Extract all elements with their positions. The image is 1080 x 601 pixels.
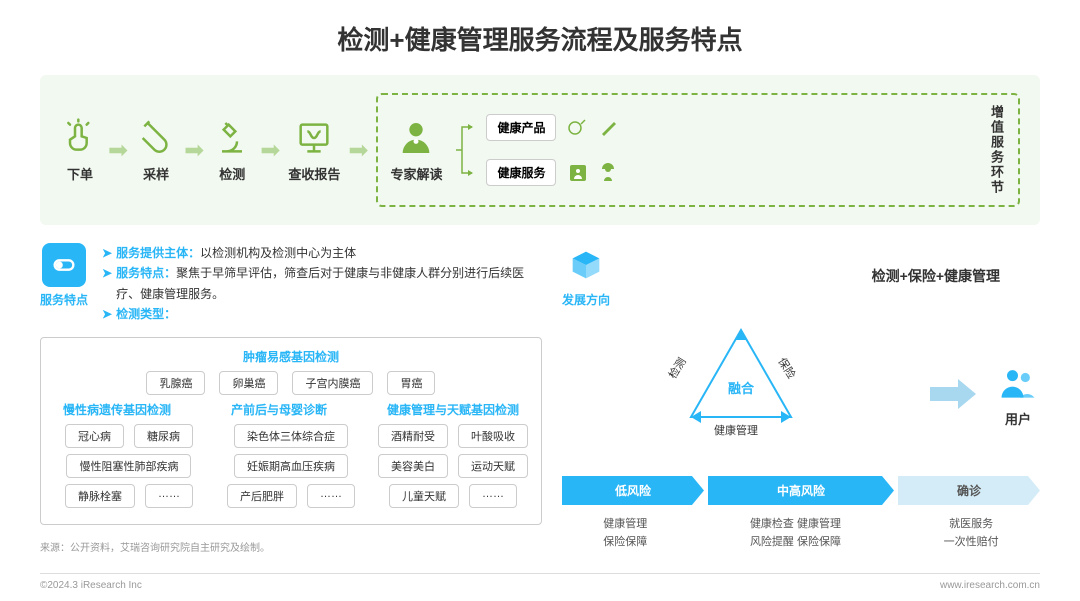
badge-label: 发展方向 <box>562 291 610 308</box>
cat-header: 慢性病遗传基因检测 <box>63 401 171 418</box>
user-box: 用户 <box>996 361 1040 428</box>
risk-desc: 健康管理保险保障 健康检查 健康管理风险提醒 保险保障 就医服务一次性赔付 <box>562 515 1040 549</box>
source-text: 来源：公开资料，艾瑞咨询研究院自主研究及绘制。 <box>40 539 542 554</box>
users-icon <box>996 361 1040 405</box>
risk-col: 就医服务一次性赔付 <box>944 515 999 549</box>
cube-icon <box>564 243 608 287</box>
step-sample: 采样 <box>136 118 176 183</box>
tag: 卵巢癌 <box>219 371 278 395</box>
step-label: 检测 <box>219 164 245 183</box>
user-label: 用户 <box>1005 409 1031 428</box>
tag: 产后肥胖 <box>227 484 297 508</box>
cat-header: 肿瘤易感基因检测 <box>53 348 529 365</box>
step-order: 下单 <box>60 118 100 183</box>
big-arrow-icon <box>930 379 976 409</box>
branches: 健康产品 健康服务 <box>486 114 975 186</box>
testtube-icon <box>136 118 176 158</box>
risk-arrows: 低风险 中高风险 确诊 <box>562 476 1040 505</box>
tag: 运动天赋 <box>458 454 528 478</box>
cat-header: 产前后与母婴诊断 <box>231 401 327 418</box>
toggle-icon <box>42 243 86 287</box>
tri-center: 融合 <box>728 378 754 397</box>
risk-col: 健康检查 健康管理风险提醒 保险保障 <box>750 515 841 549</box>
dev-badge: 发展方向 <box>562 243 610 308</box>
risk-col: 健康管理保险保障 <box>603 515 647 549</box>
tag: 酒精耐受 <box>378 424 448 448</box>
tag: …… <box>307 484 355 508</box>
branch-service: 健康服务 <box>486 159 975 186</box>
person-icon <box>566 161 590 185</box>
tag: 子宫内膜癌 <box>292 371 373 395</box>
vert-label: 增值服务环节 <box>987 105 1006 195</box>
copyright: ©2024.3 iResearch Inc <box>40 580 142 591</box>
step-label: 专家解读 <box>390 164 442 183</box>
tag: 胃癌 <box>387 371 435 395</box>
website: www.iresearch.com.cn <box>940 580 1040 591</box>
page-title: 检测+健康管理服务流程及服务特点 <box>40 20 1040 57</box>
bullet-item: ➤检测类型： <box>102 304 542 324</box>
risk-arrow: 中高风险 <box>708 476 894 505</box>
tag: …… <box>145 484 193 508</box>
step-label: 下单 <box>67 164 93 183</box>
branch-product: 健康产品 <box>486 114 975 141</box>
footer: ©2024.3 iResearch Inc www.iresearch.com.… <box>40 573 1040 591</box>
bracket-icon <box>454 115 474 185</box>
step-label: 采样 <box>143 164 169 183</box>
bullet-item: ➤服务特点：聚焦于早筛早评估，筛查后对于健康与非健康人群分别进行后续医疗、健康管… <box>102 263 542 304</box>
process-flow: 下单 ➡ 采样 ➡ 检测 ➡ 查收报告 ➡ 专家解读 健康产品 <box>40 75 1040 225</box>
arrow-icon: ➡ <box>184 136 204 165</box>
support-icon <box>596 161 620 185</box>
risk-arrow: 低风险 <box>562 476 704 505</box>
step-detect: 检测 <box>212 118 252 183</box>
risk-arrow: 确诊 <box>898 476 1040 505</box>
features-badge: 服务特点 <box>40 243 88 308</box>
expert-box: 专家解读 健康产品 健康服务 <box>376 93 1020 207</box>
bullet-list: ➤服务提供主体：以检测机构及检测中心为主体 ➤服务特点：聚焦于早筛早评估，筛查后… <box>102 243 542 325</box>
arrow-icon: ➡ <box>260 136 280 165</box>
arrow-icon: ➡ <box>108 136 128 165</box>
tag: 乳腺癌 <box>146 371 205 395</box>
dev-title: 检测+保险+健康管理 <box>872 266 1000 286</box>
microscope-icon <box>212 118 252 158</box>
triangle-diagram: 融合 检测 保险 健康管理 <box>636 322 836 452</box>
tag: 糖尿病 <box>134 424 193 448</box>
tag: 妊娠期高血压疾病 <box>234 454 348 478</box>
step-report: 查收报告 <box>288 118 340 183</box>
tag: 慢性阻塞性肺部疾病 <box>66 454 191 478</box>
tag: 美容美白 <box>378 454 448 478</box>
doctor-icon <box>396 118 436 158</box>
tri-label: 健康管理 <box>714 422 758 438</box>
tap-icon <box>60 118 100 158</box>
arrow-icon: ➡ <box>348 136 368 165</box>
tag: 儿童天赋 <box>389 484 459 508</box>
cat-header: 健康管理与天赋基因检测 <box>387 401 519 418</box>
tag: 叶酸吸收 <box>458 424 528 448</box>
bullet-item: ➤服务提供主体：以检测机构及检测中心为主体 <box>102 243 542 263</box>
branch-label: 健康产品 <box>486 114 556 141</box>
bp-icon <box>566 116 590 140</box>
tag: 染色体三体综合症 <box>234 424 348 448</box>
thermo-icon <box>596 116 620 140</box>
tag: 静脉栓塞 <box>65 484 135 508</box>
tag: …… <box>469 484 517 508</box>
badge-label: 服务特点 <box>40 291 88 308</box>
categories-box: 肿瘤易感基因检测 乳腺癌 卵巢癌 子宫内膜癌 胃癌 慢性病遗传基因检测 产前后与… <box>40 337 542 525</box>
report-icon <box>294 118 334 158</box>
step-label: 查收报告 <box>288 164 340 183</box>
branch-label: 健康服务 <box>486 159 556 186</box>
tag: 冠心病 <box>65 424 124 448</box>
step-expert: 专家解读 <box>390 118 442 183</box>
